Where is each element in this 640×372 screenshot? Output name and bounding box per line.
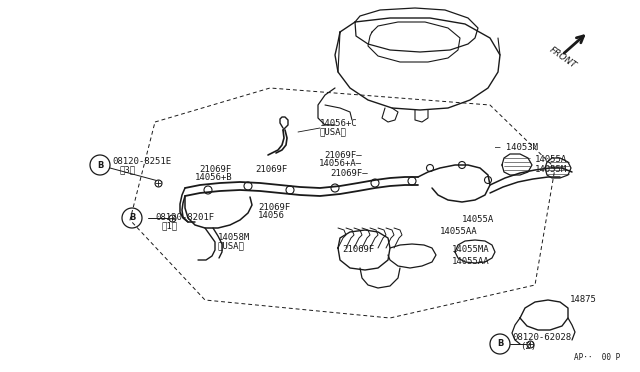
Text: 14055AA: 14055AA xyxy=(452,257,490,266)
Text: B: B xyxy=(97,160,103,170)
Text: 14055M: 14055M xyxy=(535,166,567,174)
Text: 14055AA: 14055AA xyxy=(440,228,477,237)
Text: 21069F: 21069F xyxy=(342,246,374,254)
Text: 〈USA〉: 〈USA〉 xyxy=(320,128,347,137)
Text: 14058M: 14058M xyxy=(218,234,250,243)
Text: 〈USA〉: 〈USA〉 xyxy=(218,241,245,250)
Text: 08120-8251E: 08120-8251E xyxy=(112,157,171,167)
Text: 14055MA: 14055MA xyxy=(452,246,490,254)
Text: (2): (2) xyxy=(520,341,536,350)
Text: 14055A: 14055A xyxy=(462,215,494,224)
Text: 21069F: 21069F xyxy=(200,166,232,174)
Text: B: B xyxy=(497,340,503,349)
Text: AP··  00 P: AP·· 00 P xyxy=(573,353,620,362)
Text: 14056+B: 14056+B xyxy=(195,173,232,183)
Text: 14875: 14875 xyxy=(570,295,597,305)
Text: 14056+A—: 14056+A— xyxy=(319,160,362,169)
Text: 08120-8201F: 08120-8201F xyxy=(155,214,214,222)
Text: （1）: （1） xyxy=(162,221,178,231)
Text: FRONT: FRONT xyxy=(548,45,579,70)
Text: 21069F—: 21069F— xyxy=(330,170,368,179)
Text: 14055A: 14055A xyxy=(535,155,567,164)
Text: 21069F—: 21069F— xyxy=(324,151,362,160)
Text: 14056+C: 14056+C xyxy=(320,119,358,128)
Text: — 14053M: — 14053M xyxy=(495,144,538,153)
Text: 08120-62028: 08120-62028 xyxy=(512,334,571,343)
Text: （3）: （3） xyxy=(120,166,136,174)
Text: 21069F: 21069F xyxy=(255,166,287,174)
Text: 14056: 14056 xyxy=(258,212,285,221)
Text: B: B xyxy=(129,214,135,222)
Text: 21069F: 21069F xyxy=(258,203,291,212)
